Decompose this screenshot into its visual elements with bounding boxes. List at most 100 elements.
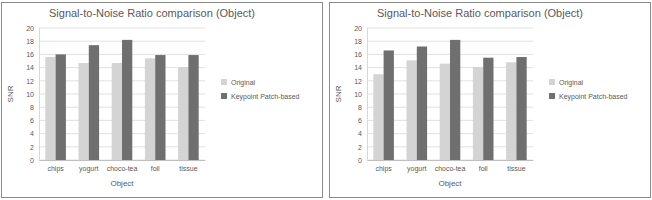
y-tick-label: 4 (30, 130, 34, 137)
y-tick: 20 (354, 25, 367, 32)
bar (506, 62, 516, 160)
y-tick: 18 (26, 38, 39, 45)
y-axis-line (367, 29, 368, 161)
y-tick: 2 (30, 144, 39, 151)
y-tick: 2 (358, 144, 367, 151)
legend-item: Keypoint Patch-based (549, 93, 628, 101)
x-tick: chips (375, 160, 392, 173)
x-tick-label: choco-tea (435, 165, 466, 172)
x-tick: foil (479, 160, 488, 172)
x-tick-label: chips (47, 165, 64, 173)
bar (89, 45, 99, 160)
y-tick-label: 0 (358, 157, 362, 164)
bar (56, 54, 66, 160)
y-tick: 12 (26, 78, 39, 85)
grid (39, 28, 205, 160)
y-tick-label: 0 (30, 157, 34, 164)
y-axis: 0 2 4 6 8 10 12 14 16 18 20 (26, 25, 39, 164)
grid (367, 28, 533, 160)
x-tick: choco-tea (107, 160, 138, 172)
x-tick: foil (151, 160, 160, 172)
x-tick: yogurt (79, 160, 99, 173)
bars (45, 40, 198, 160)
panel: 02468101214161820chipsyogurtchoco-teafoi… (330, 3, 651, 198)
x-tick-label: foil (151, 165, 160, 172)
legend: Original Keypoint Patch-based (221, 79, 300, 101)
title: Signal-to-Noise Ratio comparison (Object… (49, 7, 255, 19)
x-tick: tissue (507, 160, 525, 172)
bar (145, 58, 155, 160)
y-tick-label: 18 (26, 38, 34, 45)
plot-area: 0 2 4 6 8 10 12 14 16 18 20 chips yogurt choco-tea foi… (26, 25, 205, 173)
bar (79, 63, 89, 160)
y-tick-label: 2 (358, 144, 362, 151)
x-tick: tissue (179, 160, 197, 172)
y-tick: 0 (358, 157, 367, 164)
legend-swatch (221, 93, 227, 99)
y-tick: 16 (354, 51, 367, 58)
bar (112, 63, 122, 160)
y-tick: 10 (26, 91, 39, 98)
title: Signal-to-Noise Ratio comparison (Object… (377, 7, 583, 19)
x-tick-label: foil (479, 165, 488, 172)
legend: Original Keypoint Patch-based (549, 79, 628, 101)
y-tick-label: 16 (354, 51, 362, 58)
y-tick: 4 (30, 130, 39, 137)
legend-swatch (549, 93, 555, 99)
bars (373, 40, 526, 160)
bar-series (373, 60, 516, 160)
legend-swatch (549, 79, 555, 85)
x-tick-label: chips (375, 165, 392, 173)
figure: 02468101214161820chipsyogurtchoco-teafoi… (0, 0, 652, 200)
y-tick: 8 (30, 104, 39, 111)
x-axis-title: Object (438, 179, 462, 188)
y-tick: 6 (30, 117, 39, 124)
y-tick-label: 18 (354, 38, 362, 45)
legend-item: Keypoint Patch-based (221, 93, 300, 101)
legend-item: Original (221, 79, 256, 87)
y-axis-title: SNR (6, 85, 15, 102)
bar (178, 67, 188, 160)
x-tick: chips (47, 160, 64, 173)
x-tick-label: tissue (507, 165, 525, 172)
y-tick-label: 16 (26, 51, 34, 58)
y-tick: 0 (30, 157, 39, 164)
y-tick-label: 2 (30, 144, 34, 151)
legend-swatch (221, 79, 227, 85)
bar (516, 57, 526, 160)
y-tick-label: 10 (26, 91, 34, 98)
bar (122, 40, 132, 160)
bar (384, 50, 394, 160)
bar (45, 57, 55, 160)
y-tick: 18 (354, 38, 367, 45)
bar (440, 64, 450, 160)
y-tick-label: 8 (358, 104, 362, 111)
y-tick: 12 (354, 78, 367, 85)
y-tick: 16 (26, 51, 39, 58)
y-tick: 4 (358, 130, 367, 137)
grid-line (39, 28, 205, 29)
y-tick-label: 4 (358, 130, 362, 137)
x-tick: choco-tea (435, 160, 466, 172)
y-tick-label: 20 (354, 25, 362, 32)
x-tick-label: tissue (179, 165, 197, 172)
y-tick-label: 10 (354, 91, 362, 98)
y-tick: 20 (26, 25, 39, 32)
bar (407, 60, 417, 160)
bar-series (56, 40, 199, 160)
y-tick-label: 12 (26, 78, 34, 85)
panel-border (2, 3, 323, 198)
legend-label: Keypoint Patch-based (559, 93, 628, 101)
bar-series (384, 40, 527, 160)
x-tick: yogurt (407, 160, 427, 173)
legend-label: Original (231, 79, 256, 87)
legend-label: Original (559, 79, 584, 87)
bar (155, 55, 165, 160)
y-tick-label: 14 (354, 64, 362, 71)
bar (417, 46, 427, 160)
y-tick: 14 (354, 64, 367, 71)
y-tick: 14 (26, 64, 39, 71)
y-axis-line (39, 29, 40, 161)
x-tick-label: yogurt (407, 165, 427, 173)
bar (373, 74, 383, 160)
